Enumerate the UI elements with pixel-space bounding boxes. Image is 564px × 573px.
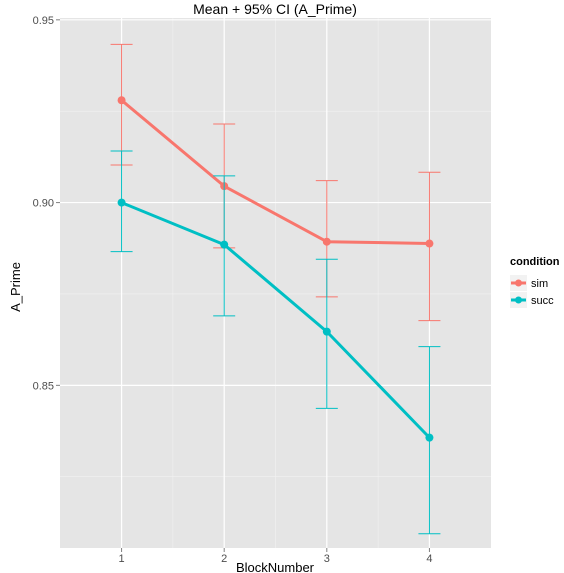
x-tick-label: 3 — [324, 553, 330, 565]
y-tick-label: 0.90 — [33, 198, 54, 210]
x-axis-ticks: 1 2 3 4 — [119, 548, 432, 565]
x-axis-title: BlockNumber — [236, 560, 315, 573]
data-point — [117, 96, 126, 105]
data-point — [322, 327, 331, 336]
legend-label-succ: succ — [531, 295, 554, 307]
y-axis-title: A_Prime — [8, 262, 23, 312]
y-axis-ticks: 0.85 0.90 0.95 — [33, 15, 60, 392]
legend: condition sim succ — [510, 256, 560, 308]
x-tick-label: 4 — [426, 553, 432, 565]
legend-key-point — [515, 279, 522, 287]
data-point — [425, 433, 434, 442]
series-line — [120, 98, 431, 246]
series-layer — [110, 43, 441, 535]
chart-title: Mean + 95% CI (A_Prime) — [193, 1, 357, 17]
x-tick-label: 1 — [119, 553, 125, 565]
data-point — [117, 198, 126, 207]
x-tick-label: 2 — [221, 553, 227, 565]
data-point — [322, 237, 331, 246]
legend-key-point — [515, 296, 522, 304]
legend-label-sim: sim — [531, 278, 548, 290]
series-sim — [110, 43, 441, 322]
data-point — [220, 240, 229, 249]
y-tick-label: 0.85 — [33, 380, 54, 392]
series-succ — [110, 150, 441, 535]
data-point — [425, 239, 434, 248]
y-tick-label: 0.95 — [33, 15, 54, 27]
legend-title: condition — [510, 256, 560, 268]
series-line — [120, 201, 431, 440]
